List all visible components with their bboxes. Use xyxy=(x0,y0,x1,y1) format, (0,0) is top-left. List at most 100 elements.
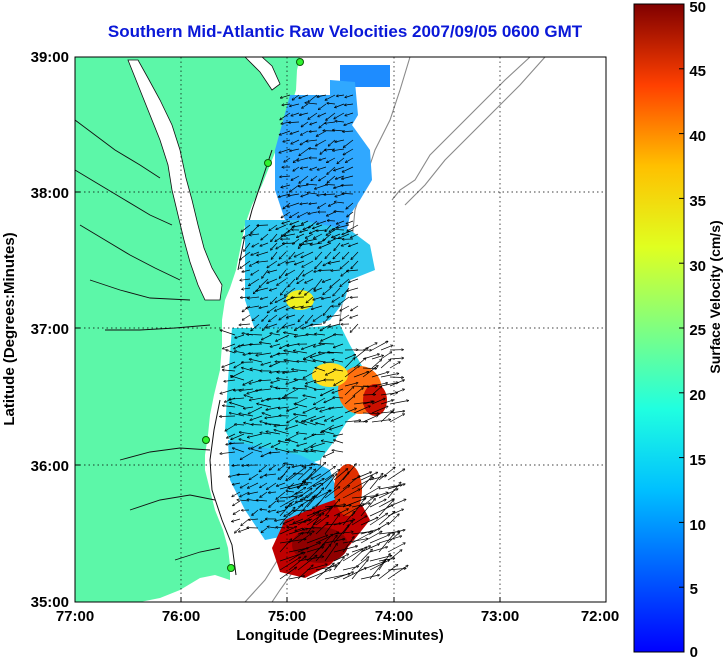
velocity-vector xyxy=(371,420,390,423)
velocity-vector xyxy=(274,425,290,426)
velocity-vector xyxy=(251,251,260,255)
velocity-vector xyxy=(314,397,326,405)
velocity-vector xyxy=(324,474,337,490)
velocity-vector xyxy=(303,224,314,230)
velocity-vector xyxy=(327,157,336,162)
lon-tick-label: 75:00 xyxy=(268,608,306,625)
velocity-vector xyxy=(283,243,296,244)
velocity-vector xyxy=(297,534,311,544)
velocity-vector xyxy=(342,242,350,246)
velocity-vector xyxy=(311,175,318,181)
velocity-vector xyxy=(347,270,359,271)
velocity-vector xyxy=(276,388,290,389)
velocity-vector xyxy=(351,305,359,311)
velocity-vector xyxy=(333,572,353,580)
velocity-vector xyxy=(387,550,402,562)
velocity-vector xyxy=(270,296,278,304)
velocity-vector xyxy=(314,287,323,291)
velocity-vector xyxy=(291,175,300,180)
velocity-patch-hatteras-core xyxy=(292,527,348,563)
velocity-vector xyxy=(315,389,326,390)
velocity-vector xyxy=(330,424,344,430)
velocity-vector xyxy=(285,287,296,296)
velocity-vector xyxy=(300,229,309,232)
velocity-vector xyxy=(360,531,382,544)
velocity-vector xyxy=(333,486,349,499)
velocity-vector xyxy=(344,383,358,387)
velocity-vector xyxy=(281,287,287,295)
velocity-vector xyxy=(303,406,317,413)
radar-station xyxy=(227,564,235,572)
velocity-vector xyxy=(319,270,332,271)
velocity-vector xyxy=(305,103,318,104)
velocity-vector xyxy=(319,343,335,344)
velocity-vector xyxy=(387,530,405,535)
velocity-vector xyxy=(279,148,291,153)
colorbar-tick-label: 20 xyxy=(689,387,706,404)
velocity-vector xyxy=(314,482,322,486)
velocity-vector xyxy=(276,224,287,229)
velocity-vector xyxy=(288,520,310,526)
velocity-vector xyxy=(315,532,339,544)
velocity-vector xyxy=(344,358,355,369)
velocity-vector xyxy=(281,211,291,218)
velocity-vector xyxy=(297,442,308,446)
velocity-vector xyxy=(279,503,291,517)
velocity-vector xyxy=(344,396,355,405)
colorbar-tick-label: 0 xyxy=(690,644,698,659)
velocity-vector xyxy=(342,568,366,580)
velocity-vector xyxy=(342,175,354,179)
velocity-vector xyxy=(343,251,350,259)
velocity-vector xyxy=(275,518,286,521)
velocity-vector xyxy=(301,305,314,308)
velocity-vector xyxy=(301,167,309,168)
velocity-vector xyxy=(351,472,371,481)
velocity-vector xyxy=(232,518,241,522)
velocity-vector xyxy=(260,482,268,488)
velocity-vector xyxy=(277,323,287,332)
velocity-vector xyxy=(344,420,361,423)
velocity-vector xyxy=(235,351,245,354)
velocity-vector xyxy=(307,193,318,194)
velocity-vector xyxy=(335,202,345,203)
velocity-vector xyxy=(288,440,299,444)
velocity-vector xyxy=(282,104,291,105)
velocity-vector xyxy=(279,251,287,259)
velocity-vector xyxy=(280,112,291,120)
velocity-vector xyxy=(294,450,308,453)
velocity-patch-warm-37 xyxy=(312,363,348,387)
velocity-vector xyxy=(267,527,277,528)
velocity-vector xyxy=(306,479,324,490)
velocity-vector xyxy=(223,370,236,371)
velocity-vector xyxy=(389,414,404,423)
velocity-vector xyxy=(277,509,286,512)
velocity-vector xyxy=(252,314,260,321)
velocity-vector xyxy=(345,94,354,97)
velocity-vector xyxy=(344,408,356,414)
velocity-vector xyxy=(353,372,368,378)
velocity-vector xyxy=(287,415,299,423)
velocity-vector xyxy=(277,378,290,381)
velocity-vector xyxy=(248,482,259,488)
velocity-vector xyxy=(351,547,367,562)
velocity-vector xyxy=(334,343,344,348)
plot-frame xyxy=(74,56,607,603)
velocity-vector xyxy=(313,224,323,229)
velocity-vector xyxy=(247,334,263,335)
velocity-vector xyxy=(287,343,299,346)
velocity-vector xyxy=(328,221,336,222)
velocity-vector xyxy=(334,370,344,372)
velocity-vector xyxy=(310,166,318,170)
velocity-vector xyxy=(279,539,292,553)
velocity-vector xyxy=(276,491,286,499)
velocity-vector xyxy=(306,544,324,562)
velocity-vector xyxy=(310,324,323,325)
velocity-vector xyxy=(249,473,259,480)
velocity-vector xyxy=(265,424,281,426)
velocity-vector xyxy=(297,488,312,499)
velocity-vector xyxy=(369,523,389,535)
velocity-vector xyxy=(283,139,291,142)
velocity-vector xyxy=(360,549,372,562)
velocity-vector xyxy=(297,361,308,362)
velocity-vector xyxy=(325,251,332,258)
